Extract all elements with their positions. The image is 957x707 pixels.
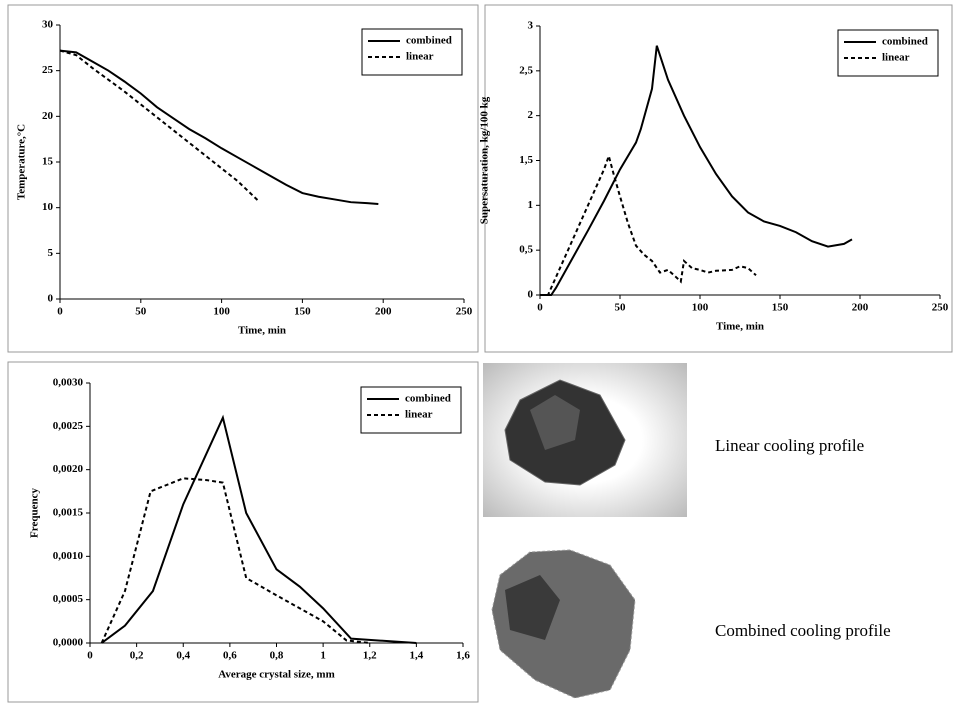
legend-label: linear xyxy=(406,51,434,63)
y-tick-label: 30 xyxy=(42,19,54,31)
y-tick-label: 0,0020 xyxy=(53,463,84,475)
y-tick-label: 0,5 xyxy=(519,244,533,256)
legend-box xyxy=(361,28,463,76)
legend-label: combined xyxy=(406,35,452,47)
y-axis-title: Temperature,°C xyxy=(16,124,28,200)
y-tick-label: 5 xyxy=(48,247,54,259)
x-tick-label: 250 xyxy=(456,306,473,318)
x-tick-label: 150 xyxy=(772,302,789,314)
panel-border xyxy=(7,4,479,353)
data-line xyxy=(540,152,757,296)
x-tick-label: 0 xyxy=(57,306,63,318)
y-tick-label: 2 xyxy=(528,109,534,121)
panel-border xyxy=(484,4,953,353)
data-line xyxy=(59,49,379,206)
crystal-facet xyxy=(530,395,580,450)
y-tick-label: 3 xyxy=(528,20,534,32)
panel-border xyxy=(7,361,479,703)
y-tick-label: 0,0015 xyxy=(53,507,84,519)
crystal-facet xyxy=(505,575,560,640)
y-tick-label: 0,0030 xyxy=(53,377,84,389)
legend-box xyxy=(837,29,939,77)
y-tick-label: 20 xyxy=(42,110,54,122)
y-tick-label: 25 xyxy=(42,64,54,76)
y-tick-label: 0 xyxy=(48,293,54,305)
y-tick-label: 0,0000 xyxy=(53,637,84,649)
data-line xyxy=(540,45,853,296)
x-axis-title: Time, min xyxy=(238,325,286,337)
x-tick-label: 200 xyxy=(375,306,392,318)
legend-box xyxy=(360,386,462,434)
y-tick-label: 0,0025 xyxy=(53,420,84,432)
x-tick-label: 0,4 xyxy=(176,650,190,662)
x-tick-label: 0,2 xyxy=(130,650,144,662)
y-axis-title: Frequency xyxy=(29,488,41,538)
x-tick-label: 0,6 xyxy=(223,650,237,662)
x-tick-label: 150 xyxy=(294,306,311,318)
y-tick-label: 0,0005 xyxy=(53,593,84,605)
y-tick-label: 0,0010 xyxy=(53,550,84,562)
y-tick-label: 0 xyxy=(528,289,534,301)
x-tick-label: 100 xyxy=(213,306,230,318)
image-caption: Combined cooling profile xyxy=(715,621,891,640)
x-tick-label: 100 xyxy=(692,302,709,314)
x-tick-label: 50 xyxy=(615,302,627,314)
x-axis-title: Time, min xyxy=(716,321,764,333)
y-tick-label: 15 xyxy=(42,156,54,168)
legend-label: combined xyxy=(405,393,451,405)
x-tick-label: 1 xyxy=(320,650,326,662)
x-tick-label: 250 xyxy=(932,302,949,314)
data-line xyxy=(100,477,370,644)
image-caption: Linear cooling profile xyxy=(715,436,864,455)
legend-label: linear xyxy=(882,52,910,64)
x-tick-label: 50 xyxy=(135,306,147,318)
x-tick-label: 0,8 xyxy=(270,650,284,662)
x-tick-label: 1,6 xyxy=(456,650,470,662)
y-tick-label: 1 xyxy=(528,199,534,211)
legend-label: combined xyxy=(882,36,928,48)
data-line xyxy=(101,414,417,644)
y-tick-label: 2,5 xyxy=(519,64,533,76)
y-axis-title: Supersaturation, kg/100 kg xyxy=(479,96,491,224)
y-tick-label: 10 xyxy=(42,201,54,213)
x-axis-title: Average crystal size, mm xyxy=(218,669,334,681)
x-tick-label: 0 xyxy=(87,650,93,662)
legend-label: linear xyxy=(405,409,433,421)
x-tick-label: 1,2 xyxy=(363,650,377,662)
y-tick-label: 1,5 xyxy=(519,154,533,166)
x-tick-label: 1,4 xyxy=(410,650,424,662)
data-line xyxy=(59,49,260,202)
x-tick-label: 0 xyxy=(537,302,543,314)
x-tick-label: 200 xyxy=(852,302,869,314)
